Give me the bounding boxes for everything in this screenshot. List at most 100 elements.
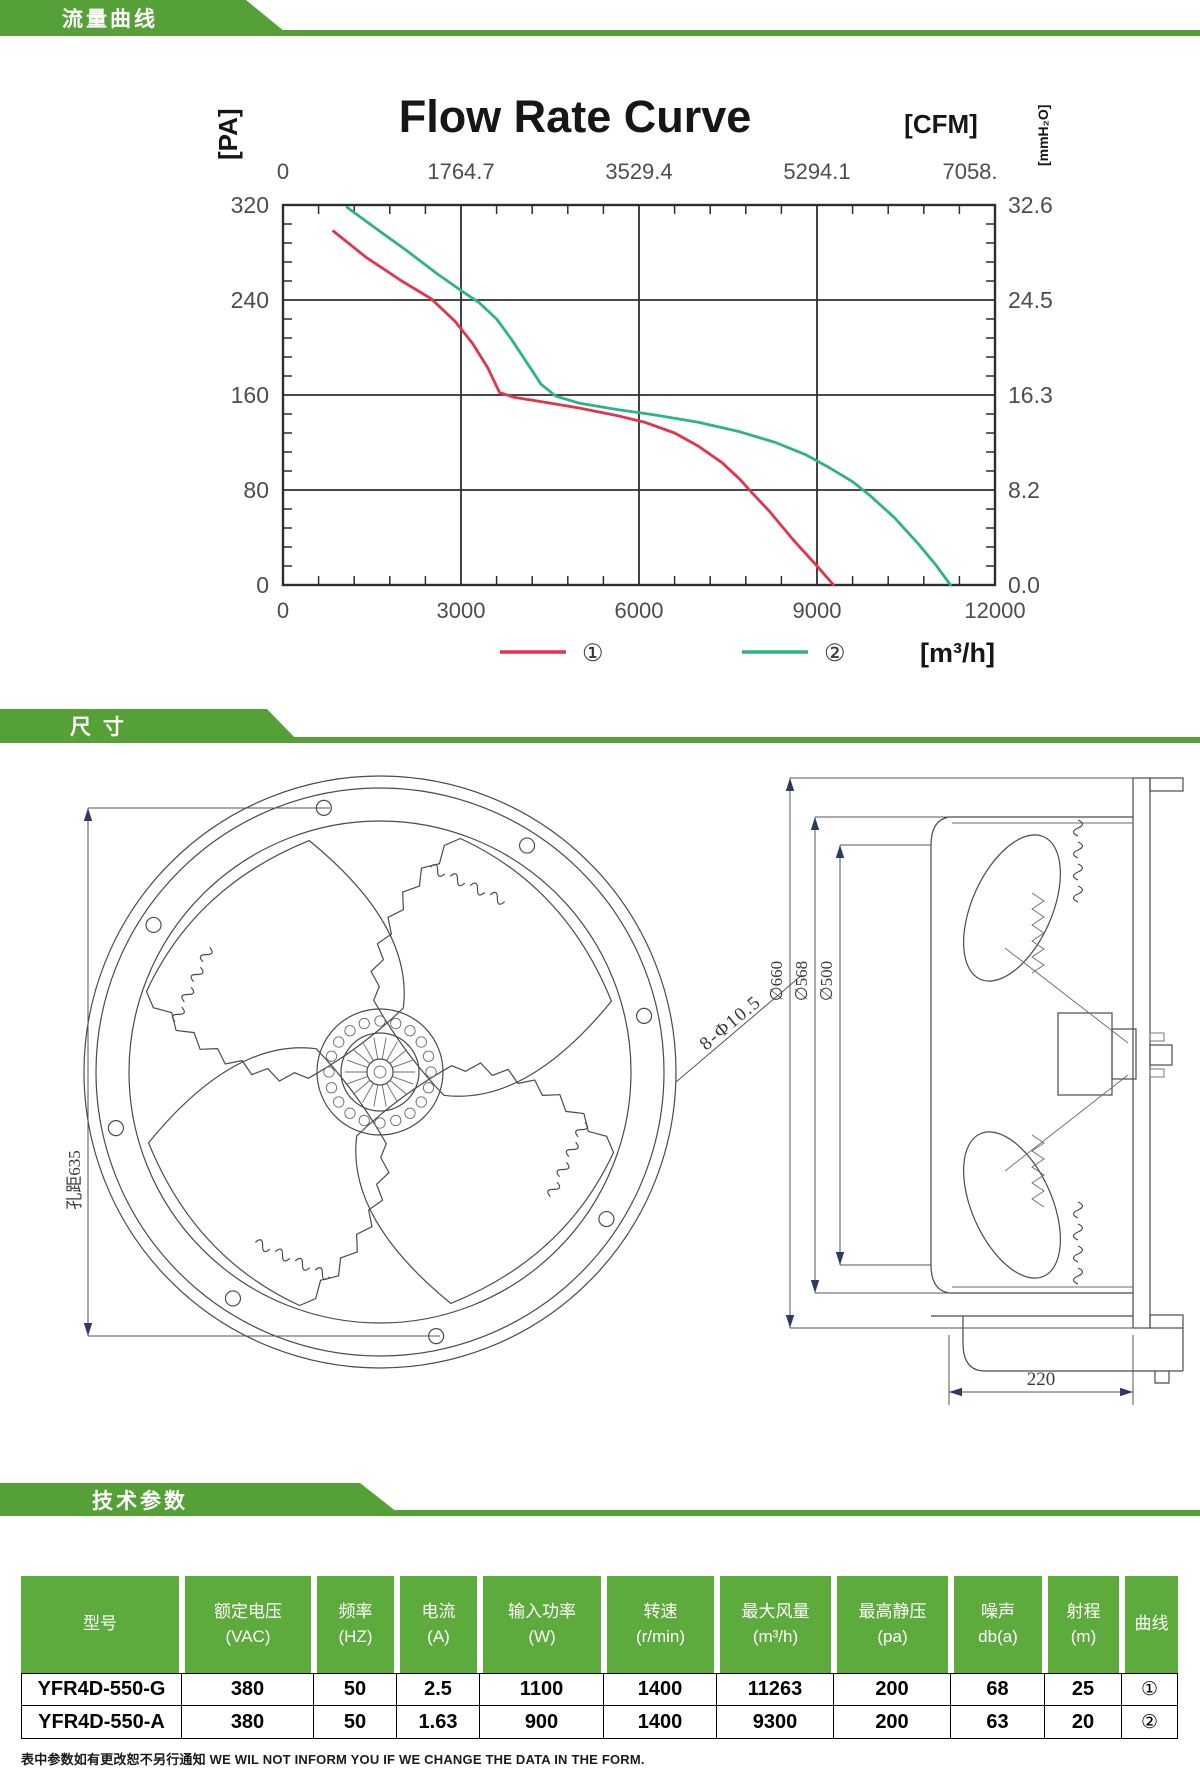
terminal bbox=[1149, 1032, 1165, 1042]
header-title: 转速 bbox=[643, 1601, 678, 1621]
blade-slot bbox=[449, 873, 466, 887]
hub-ray bbox=[386, 1041, 398, 1061]
spec-table-header-cell: 型号 bbox=[21, 1576, 182, 1673]
banner-underline bbox=[0, 30, 1200, 36]
model-cell: YFR4D-550-G bbox=[21, 1673, 182, 1706]
mounting-holes-label: 8-Φ10.5 bbox=[696, 992, 766, 1055]
axis-tick-label: 0.0 bbox=[1008, 572, 1040, 598]
header-unit: (m³/h) bbox=[752, 1626, 799, 1646]
blade-slot bbox=[1072, 1267, 1084, 1285]
axis-tick-label: 80 bbox=[243, 477, 269, 503]
hub bbox=[316, 1008, 444, 1136]
dimension-arrow bbox=[810, 817, 820, 830]
axis-tick-label: 3000 bbox=[437, 598, 486, 623]
dimension-arrow bbox=[83, 1323, 93, 1336]
blade-serration bbox=[1031, 892, 1045, 974]
tech-params-section: 型号 额定电压 (VAC) 频率 (HZ) 电流 (A) 输入功率 (W) 转速 (r/min) 最大… bbox=[0, 1516, 1200, 1768]
curve-series bbox=[331, 229, 835, 587]
hub-ray bbox=[381, 1084, 387, 1107]
section-banner-flow-curve: 流量曲线 bbox=[0, 0, 1200, 36]
axis-tick-label: 0 bbox=[277, 159, 289, 184]
mounting-hole bbox=[518, 837, 536, 854]
hub-bolt bbox=[358, 1114, 370, 1127]
blade-slot bbox=[274, 1248, 291, 1262]
header-title: 射程 bbox=[1066, 1601, 1101, 1621]
banner-block: 流量曲线 bbox=[0, 0, 290, 36]
blade-slot bbox=[181, 986, 195, 1003]
terminal bbox=[1149, 1068, 1165, 1078]
axis-tick-label: 5294.1 bbox=[783, 159, 850, 184]
section-title-flow-curve: 流量曲线 bbox=[62, 8, 158, 31]
blade-slot bbox=[575, 1121, 589, 1138]
cfm-axis-label: [CFM] bbox=[904, 109, 978, 139]
hub-center bbox=[373, 1065, 387, 1079]
hub-bolt bbox=[333, 1096, 345, 1108]
hub-ray bbox=[346, 1076, 368, 1085]
hub-ray bbox=[392, 1059, 414, 1068]
m3h-axis-label: [m³/h] bbox=[920, 638, 995, 668]
mounting-hole bbox=[598, 1210, 615, 1228]
fan-blade bbox=[145, 839, 405, 1082]
blade-slot bbox=[1072, 819, 1084, 837]
fan-blade bbox=[355, 1062, 615, 1305]
spec-table-header-cell: 噪声 db(a) bbox=[951, 1576, 1045, 1673]
mounting-hole bbox=[224, 1290, 242, 1307]
banner-block: 尺 寸 bbox=[0, 709, 300, 743]
skirt-curve bbox=[962, 1316, 986, 1372]
blade-slot bbox=[1072, 1201, 1084, 1219]
header-unit: (W) bbox=[528, 1626, 556, 1646]
section-banner-dimensions: 尺 寸 bbox=[0, 709, 1200, 743]
hub-ray bbox=[362, 1083, 374, 1103]
depth-label: 220 bbox=[1027, 1369, 1056, 1390]
axis-tick-label: 32.6 bbox=[1008, 192, 1053, 218]
foot-tab bbox=[1154, 1371, 1170, 1384]
spec-table-header-cell: 转速 (r/min) bbox=[604, 1576, 717, 1673]
blade-slot bbox=[1072, 1245, 1084, 1263]
spec-table-cell: 200 bbox=[834, 1673, 951, 1706]
spec-table-cell: 1100 bbox=[480, 1673, 604, 1706]
diameter-mid-label: ∅568 bbox=[792, 961, 811, 1001]
legend-label-1: ① bbox=[582, 640, 604, 667]
spec-table-header-cell: 最高静压 (pa) bbox=[834, 1576, 951, 1673]
mounting-hole bbox=[145, 916, 162, 934]
header-title: 输入功率 bbox=[508, 1601, 576, 1621]
hub-bolt bbox=[344, 1025, 356, 1037]
spec-table-header-cell: 射程 (m) bbox=[1045, 1576, 1122, 1673]
axis-tick-label: 3529.4 bbox=[605, 159, 672, 184]
blade-slot bbox=[565, 1141, 579, 1158]
spec-table-cell: 380 bbox=[182, 1673, 314, 1706]
axis-tick-label: 160 bbox=[231, 382, 269, 408]
guard-ring bbox=[83, 775, 677, 1369]
hub-bolt bbox=[404, 1107, 416, 1119]
spec-table-cell: 68 bbox=[951, 1673, 1045, 1706]
hub-bolt bbox=[415, 1096, 427, 1108]
blade-slot bbox=[254, 1239, 271, 1253]
axis-tick-label: 9000 bbox=[793, 598, 842, 623]
axis-tick-label: 240 bbox=[231, 287, 269, 313]
hub-bolt bbox=[422, 1082, 435, 1094]
banner-underline bbox=[0, 737, 1200, 743]
hub-ray bbox=[381, 1037, 387, 1060]
spec-table-cell: 25 bbox=[1045, 1673, 1122, 1706]
impeller-blade bbox=[963, 1131, 1061, 1279]
dimension-arrow bbox=[785, 1315, 795, 1328]
spec-table-cell: 50 bbox=[314, 1706, 397, 1739]
header-unit: (pa) bbox=[877, 1626, 908, 1646]
axis-tick-label: 7058. bbox=[942, 159, 997, 184]
axis-tick-label: 1764.7 bbox=[427, 159, 494, 184]
dimension-arrow bbox=[835, 845, 845, 858]
section-title-dimensions: 尺 寸 bbox=[70, 716, 127, 739]
blade-slot bbox=[429, 863, 446, 877]
hub-ring bbox=[340, 1032, 420, 1112]
motor-body bbox=[1057, 1012, 1113, 1096]
axis-tick-label: 8.2 bbox=[1008, 477, 1040, 503]
footnote: 表中参数如有更改恕不另行通知 WE WIL NOT INFORM YOU IF … bbox=[21, 1752, 645, 1767]
blade-serration bbox=[1031, 1134, 1045, 1208]
hub-bolt bbox=[325, 1050, 338, 1062]
header-unit: (m) bbox=[1070, 1626, 1097, 1646]
blade-slot bbox=[469, 882, 486, 896]
hub-bolt bbox=[358, 1017, 370, 1030]
spec-table-header-cell: 最大风量 (m³/h) bbox=[717, 1576, 834, 1673]
header-unit: (r/min) bbox=[635, 1626, 686, 1646]
